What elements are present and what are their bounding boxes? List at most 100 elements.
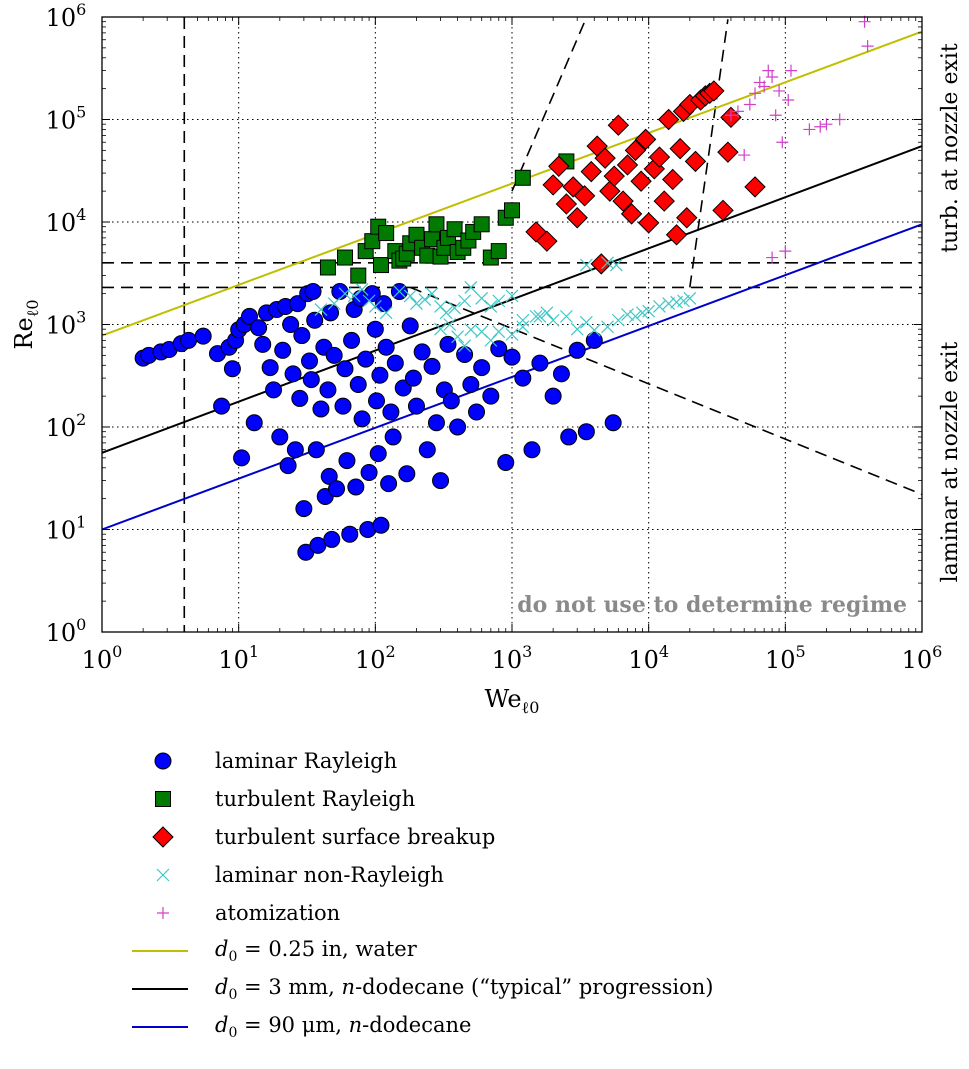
data-point [379, 306, 393, 320]
data-point [529, 309, 543, 323]
data-point [443, 318, 457, 331]
data-point [833, 113, 846, 126]
legend-marker [156, 868, 170, 882]
y-axis-label-sub: ℓ0 [23, 299, 42, 317]
data-point [744, 176, 766, 198]
y-tick-base: 10 [46, 312, 77, 340]
data-point [304, 282, 322, 300]
legend-label-part: 0 [228, 1025, 238, 1042]
data-point [648, 146, 671, 168]
reference-line [101, 30, 923, 337]
data-point [611, 313, 625, 327]
data-point [620, 203, 643, 225]
series-laminar-non-rayleigh [314, 256, 697, 353]
data-point [328, 480, 346, 498]
data-point [180, 331, 198, 349]
annotation-laminar-exit: laminar at nozzle exit [938, 341, 963, 582]
data-point [580, 160, 602, 183]
y-tick-label: 104 [46, 205, 87, 237]
legend-label-part: d [215, 974, 229, 999]
boundary-line [409, 286, 923, 496]
x-tick-label: 101 [218, 642, 259, 674]
data-point [394, 379, 412, 397]
data-point [585, 331, 603, 349]
y-tick-exp: 1 [76, 513, 86, 532]
data-point [604, 414, 622, 432]
data-point [782, 93, 795, 106]
x-tick-base: 10 [82, 646, 113, 674]
y-tick-base: 10 [46, 414, 77, 442]
legend-swatch [152, 826, 174, 848]
data-point [307, 441, 325, 459]
data-point [505, 289, 519, 303]
data-point [312, 400, 330, 418]
data-point [446, 221, 463, 238]
legend-label: turbulent surface breakup [215, 825, 496, 849]
x-tick-label: 103 [492, 642, 533, 674]
data-point [724, 109, 737, 122]
data-point [378, 225, 395, 242]
data-point [314, 303, 328, 316]
legend-item: turbulent surface breakup [130, 818, 890, 856]
data-point [536, 230, 558, 252]
legend-item: laminar Rayleigh [130, 742, 890, 780]
data-point [306, 311, 324, 329]
data-point [542, 174, 564, 196]
data-point [347, 289, 361, 303]
legend-marker [157, 907, 169, 919]
data-point [609, 258, 623, 272]
data-point [274, 341, 292, 359]
data-point [676, 207, 698, 229]
data-point [295, 500, 313, 518]
data-point [355, 282, 369, 296]
data-point [560, 428, 578, 446]
data-point [213, 397, 231, 415]
data-point [579, 258, 593, 272]
data-point [357, 350, 375, 368]
data-markers [134, 15, 874, 561]
data-point [516, 313, 530, 327]
data-point [282, 316, 300, 333]
data-point [523, 441, 541, 459]
data-point [380, 475, 398, 493]
data-point [616, 154, 639, 176]
data-point [407, 397, 425, 415]
data-point [319, 259, 336, 276]
legend-label-part: n [341, 974, 356, 999]
x-tick-label: 106 [902, 642, 943, 674]
data-point [336, 360, 354, 378]
data-point [577, 423, 595, 441]
data-point [427, 414, 445, 432]
y-tick-base: 10 [46, 107, 77, 135]
data-point [343, 331, 361, 349]
data-point [468, 403, 486, 421]
data-point [322, 304, 340, 322]
data-point [482, 387, 500, 405]
x-tick-exp: 4 [659, 642, 669, 661]
data-point [814, 120, 827, 133]
data-point [439, 335, 457, 353]
data-point [286, 441, 304, 459]
y-axis-label-main: Re [10, 317, 38, 349]
data-point [762, 64, 775, 77]
data-point [403, 289, 417, 303]
data-point [425, 287, 439, 301]
data-point [413, 343, 431, 361]
data-point [337, 249, 354, 266]
data-point [451, 330, 465, 344]
data-point [392, 285, 406, 298]
legend-label-part: d [215, 936, 229, 961]
data-point [475, 291, 489, 305]
data-point [291, 389, 309, 407]
data-point [552, 365, 570, 383]
data-point [382, 403, 400, 421]
data-point [366, 320, 384, 338]
y-tick-exp: 5 [76, 103, 86, 122]
data-point [621, 308, 634, 321]
data-point [375, 295, 393, 313]
y-axis-label: Reℓ0 [10, 299, 42, 349]
x-tick-exp: 3 [522, 642, 532, 661]
data-point [533, 309, 547, 323]
data-point [418, 293, 432, 307]
annotation-turbulent-exit: turb. at nozzle exit [938, 43, 963, 253]
